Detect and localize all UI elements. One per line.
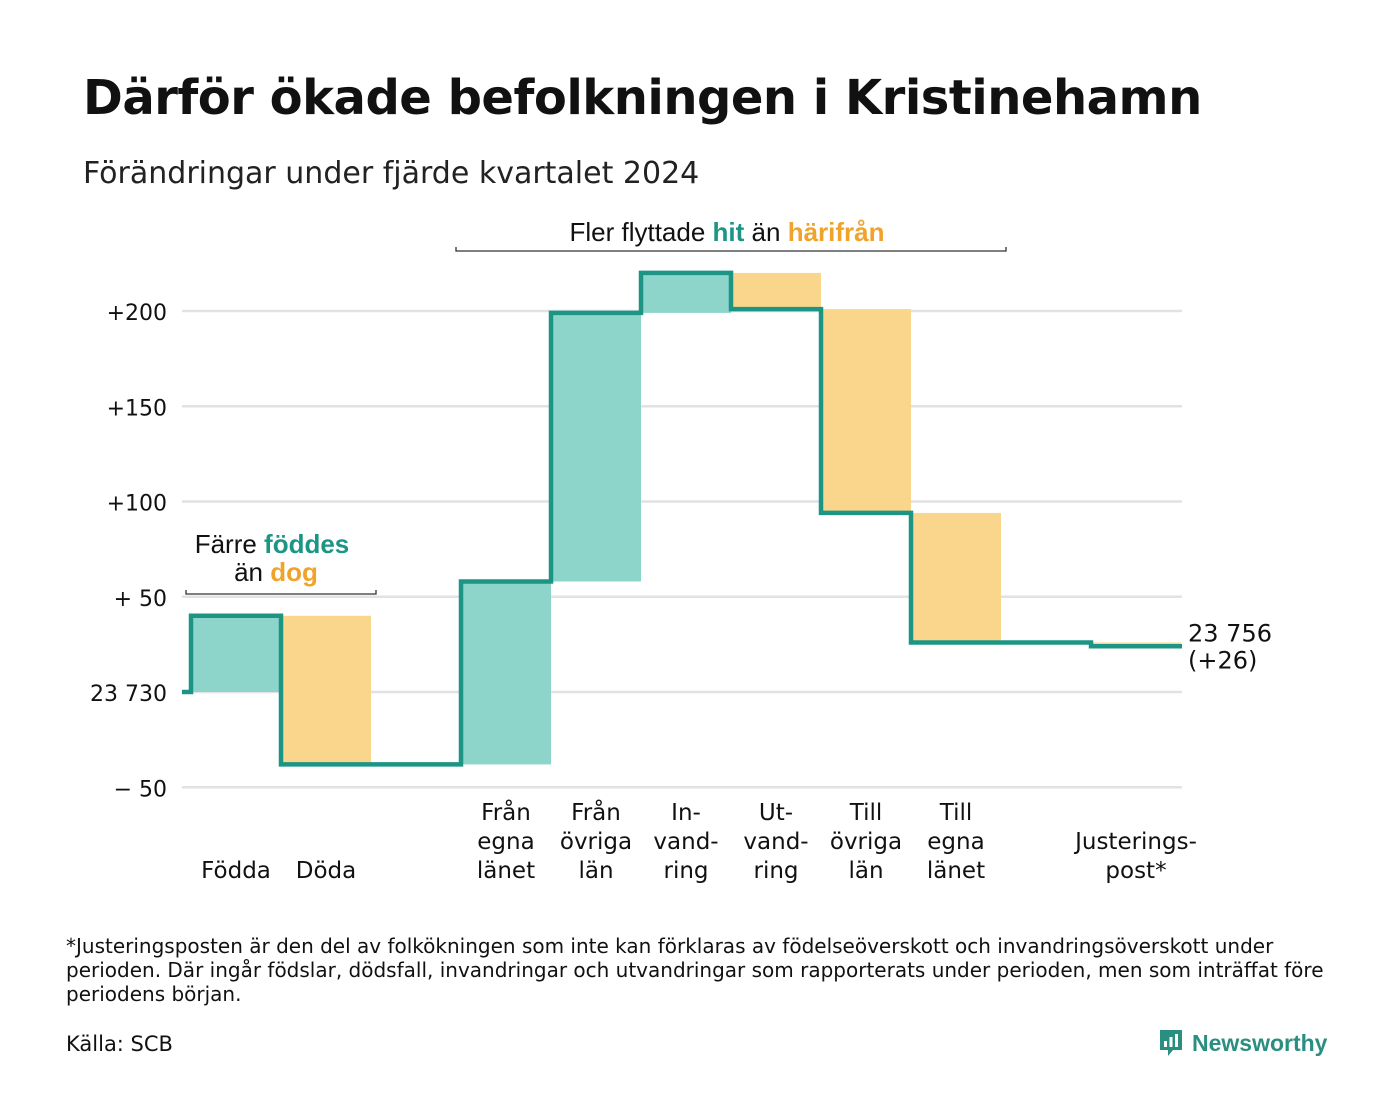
end-value-text: 23 756	[1188, 619, 1272, 647]
x-axis-label: In-	[671, 800, 701, 826]
x-axis-label: ring	[753, 858, 798, 884]
x-axis-label: Ut-	[759, 800, 793, 826]
y-tick-label: +100	[107, 492, 167, 517]
x-axis-label: egna	[927, 829, 984, 855]
x-axis-labels: Födda Döda Från egna länet Från övriga län In-va…	[201, 798, 1197, 884]
x-axis-label: övriga	[560, 829, 632, 855]
annotations: Färre föddes än dog Fler flyttade hit än…	[185, 217, 1007, 595]
x-axis-label: egna	[477, 829, 534, 855]
newsworthy-chart-icon	[1160, 1030, 1182, 1056]
x-axis-label: vand-	[653, 829, 718, 855]
decrease-bar	[281, 615, 371, 765]
y-tick-label: − 50	[114, 777, 167, 802]
x-axis-label: län	[848, 858, 883, 884]
migration-annotation-text2: än	[744, 217, 787, 247]
footnote: *Justeringsposten är den del av folkökni…	[66, 934, 1324, 1006]
newsworthy-logo: Newsworthy	[1158, 1028, 1327, 1058]
increase-bar	[551, 312, 641, 582]
x-axis-label: länet	[927, 858, 985, 884]
births-annotation-highlight2: dog	[270, 557, 318, 587]
source-note: Källa: SCB	[66, 1032, 173, 1056]
waterfall-chart: +200 +150 +100 + 50 23 730 − 50 Födda Döda Från…	[90, 217, 1272, 884]
births-annotation-line2: än dog	[234, 557, 318, 587]
births-annotation-line1: Färre föddes	[195, 529, 350, 559]
end-value-text: (+26)	[1188, 646, 1257, 674]
y-tick-label: 23 730	[90, 682, 167, 707]
migration-annotation-highlight2: härifrån	[788, 217, 885, 247]
increase-bar	[191, 615, 281, 692]
bars	[191, 272, 1181, 765]
x-axis-label: län	[578, 858, 613, 884]
y-tick-label: + 50	[114, 587, 167, 612]
increase-bar	[641, 272, 731, 313]
end-value-label: 23 756(+26)	[1188, 619, 1272, 674]
running-total-line	[182, 270, 1182, 767]
chart-title: Därför ökade befolkningen i Kristinehamn	[83, 70, 1202, 126]
migration-annotation: Fler flyttade hit än härifrån	[569, 217, 884, 247]
births-annotation-highlight1: föddes	[264, 529, 349, 559]
x-axis-label: Födda	[201, 858, 271, 884]
x-axis-label: Till	[939, 800, 973, 826]
migration-annotation-text1: Fler flyttade	[569, 217, 712, 247]
decrease-bar	[911, 512, 1001, 643]
logo-text: Newsworthy	[1192, 1029, 1328, 1056]
x-axis-label: Från	[571, 798, 621, 826]
x-axis-label: vand-	[743, 829, 808, 855]
x-axis-label: Döda	[296, 858, 356, 884]
migration-annotation-bracket	[455, 247, 1007, 252]
running-total-path	[182, 270, 1182, 767]
x-axis-label: Justerings-	[1073, 829, 1197, 855]
chart-subtitle: Förändringar under fjärde kvartalet 2024	[83, 156, 700, 191]
x-axis-label: post*	[1105, 858, 1166, 884]
x-axis-label: övriga	[830, 829, 902, 855]
increase-bar	[461, 581, 551, 765]
y-axis-ticks: +200 +150 +100 + 50 23 730 − 50	[90, 301, 167, 802]
y-tick-label: +200	[107, 301, 167, 326]
x-axis-label: länet	[477, 858, 535, 884]
births-annotation-text2: än	[234, 557, 270, 587]
births-annotation-bracket	[185, 590, 377, 595]
x-axis-label: Från	[481, 798, 531, 826]
births-annotation-text1: Färre	[195, 529, 264, 559]
y-tick-label: +150	[107, 396, 167, 421]
migration-annotation-highlight1: hit	[713, 217, 745, 247]
x-axis-label: Till	[849, 800, 883, 826]
decrease-bar	[731, 272, 821, 310]
decrease-bar	[821, 309, 911, 513]
x-axis-label: ring	[663, 858, 708, 884]
